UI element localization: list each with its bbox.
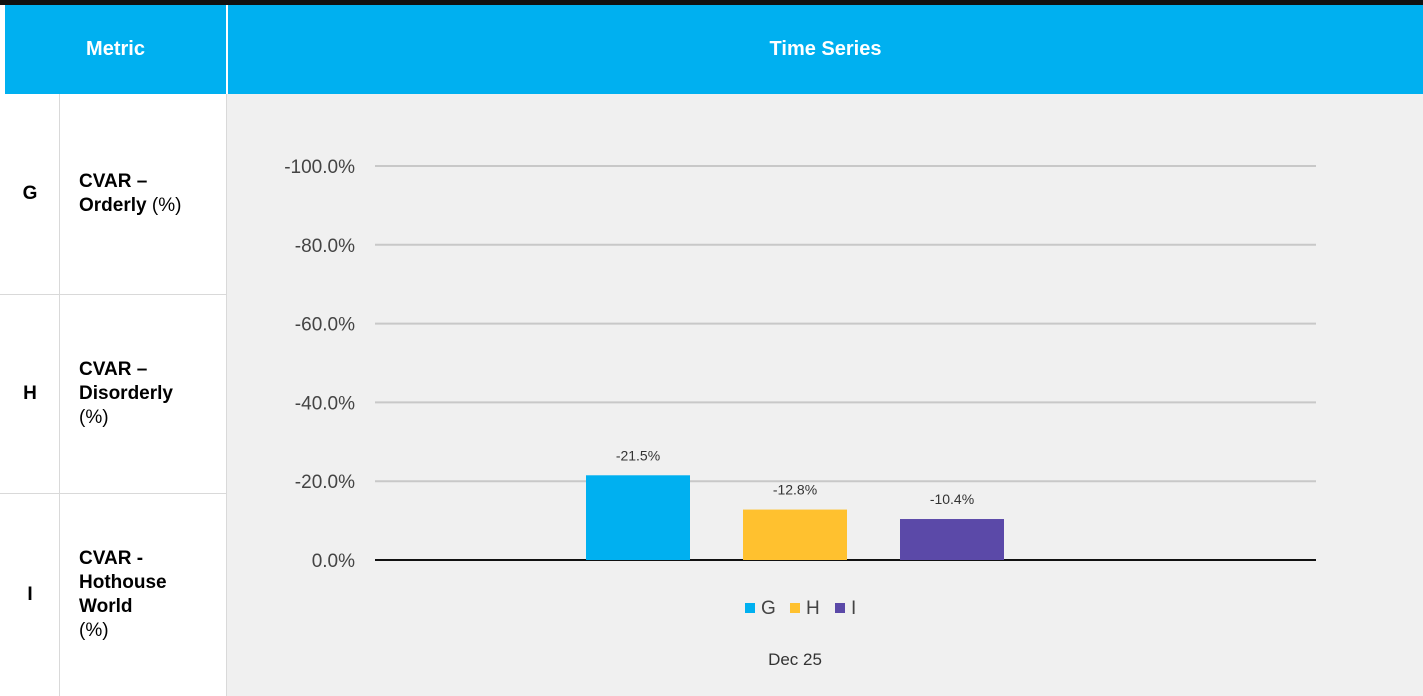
row-g-metric-title: CVAR – Orderly — [79, 171, 148, 216]
header-left-edge — [0, 5, 5, 94]
bar-h — [743, 509, 847, 560]
row-i-metric-name: CVAR - Hothouse World (%) — [79, 494, 219, 696]
row-i-metric-title: CVAR - Hothouse World — [79, 548, 167, 617]
row-h-metric-name: CVAR – Disorderly (%) — [79, 295, 219, 493]
row-separator — [0, 294, 227, 295]
header-metric: Metric — [5, 5, 226, 94]
legend-label-g: G — [761, 598, 776, 619]
data-label-i: -10.4% — [930, 491, 974, 507]
y-tick-label: 0.0% — [312, 551, 355, 572]
legend-swatch-h — [790, 603, 800, 613]
y-tick-label: -40.0% — [295, 393, 355, 414]
row-g-metric-name: CVAR – Orderly (%) — [79, 94, 219, 294]
header-separator — [226, 5, 228, 94]
bar-chart: -100.0% -80.0% -60.0% -40.0% -20.0% 0.0% -21.5… — [284, 157, 1316, 669]
data-label-g: -21.5% — [616, 447, 660, 463]
row-h-code: H — [23, 383, 37, 404]
row-i-metric-unit: (%) — [79, 620, 109, 641]
x-category-label: Dec 25 — [768, 650, 822, 669]
legend-label-h: H — [806, 598, 820, 619]
time-series-chart: -100.0% -80.0% -60.0% -40.0% -20.0% 0.0% -21.5… — [227, 94, 1423, 696]
legend-swatch-g — [745, 603, 755, 613]
chart-cell-border — [226, 94, 227, 696]
row-separator — [0, 493, 227, 494]
top-border — [0, 0, 1423, 5]
row-g-metric-unit: (%) — [151, 195, 182, 216]
row-h-metric-title: CVAR – Disorderly — [79, 359, 173, 404]
y-tick-label: -80.0% — [295, 236, 355, 257]
legend-label-i: I — [851, 598, 856, 619]
row-h-metric-unit: (%) — [79, 407, 109, 428]
y-tick-label: -100.0% — [284, 157, 355, 178]
row-g-code: G — [22, 183, 38, 204]
row-i-code: I — [27, 584, 33, 605]
bar-g — [586, 475, 690, 560]
column-divider — [59, 94, 60, 696]
bar-i — [900, 519, 1004, 560]
legend-swatch-i — [835, 603, 845, 613]
y-tick-label: -20.0% — [295, 472, 355, 493]
y-tick-label: -60.0% — [295, 315, 355, 336]
data-label-h: -12.8% — [773, 482, 817, 498]
header-time-series: Time Series — [228, 5, 1423, 94]
